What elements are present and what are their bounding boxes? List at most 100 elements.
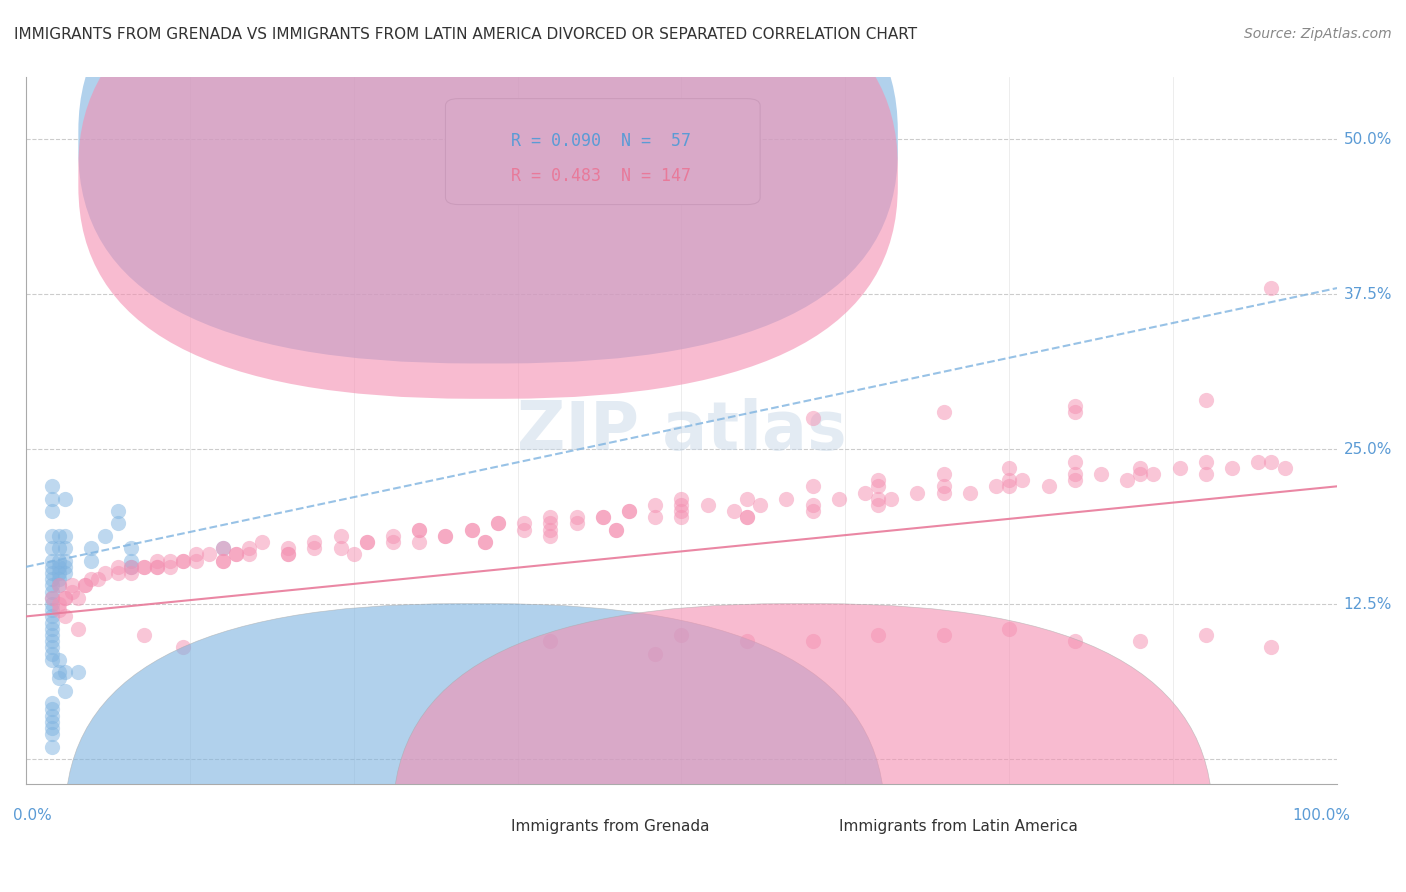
Point — [605, 523, 627, 537]
Point — [53, 541, 76, 556]
Point — [41, 634, 63, 648]
Point — [211, 554, 233, 568]
Point — [80, 572, 103, 586]
Point — [1011, 473, 1033, 487]
Point — [41, 647, 63, 661]
Point — [41, 609, 63, 624]
Point — [356, 535, 378, 549]
Point — [998, 479, 1021, 493]
Point — [998, 460, 1021, 475]
Point — [801, 634, 824, 648]
Point — [907, 485, 929, 500]
Point — [382, 535, 405, 549]
Point — [120, 559, 142, 574]
Point — [48, 653, 70, 667]
Point — [41, 554, 63, 568]
Point — [1063, 399, 1085, 413]
Point — [53, 529, 76, 543]
Point — [225, 548, 247, 562]
Point — [1260, 640, 1282, 655]
Point — [932, 485, 955, 500]
Text: 50.0%: 50.0% — [1344, 132, 1392, 147]
Point — [932, 479, 955, 493]
Text: R = 0.090  N =  57: R = 0.090 N = 57 — [510, 132, 690, 150]
Point — [277, 548, 299, 562]
Point — [434, 529, 457, 543]
Point — [159, 554, 181, 568]
Point — [41, 721, 63, 735]
Point — [617, 504, 640, 518]
FancyBboxPatch shape — [65, 604, 884, 892]
Point — [735, 510, 758, 524]
Point — [538, 516, 561, 531]
Point — [41, 504, 63, 518]
Point — [53, 609, 76, 624]
Text: IMMIGRANTS FROM GRENADA VS IMMIGRANTS FROM LATIN AMERICA DIVORCED OR SEPARATED C: IMMIGRANTS FROM GRENADA VS IMMIGRANTS FR… — [14, 27, 917, 42]
Point — [617, 504, 640, 518]
Point — [735, 510, 758, 524]
Point — [1129, 634, 1152, 648]
Point — [41, 640, 63, 655]
Point — [80, 554, 103, 568]
Point — [408, 523, 430, 537]
Point — [565, 510, 588, 524]
Point — [41, 739, 63, 754]
Point — [41, 479, 63, 493]
Point — [1247, 454, 1270, 468]
Point — [48, 603, 70, 617]
Point — [120, 541, 142, 556]
Point — [986, 479, 1008, 493]
Point — [486, 516, 509, 531]
Point — [880, 491, 903, 506]
Point — [343, 548, 366, 562]
Point — [107, 504, 129, 518]
Point — [107, 516, 129, 531]
Point — [238, 541, 260, 556]
Point — [329, 541, 352, 556]
Point — [48, 566, 70, 580]
Point — [53, 591, 76, 605]
Point — [107, 559, 129, 574]
Point — [172, 640, 194, 655]
Point — [41, 702, 63, 716]
Point — [932, 628, 955, 642]
Point — [41, 572, 63, 586]
Point — [801, 498, 824, 512]
Point — [53, 591, 76, 605]
Point — [723, 504, 745, 518]
Text: Source: ZipAtlas.com: Source: ZipAtlas.com — [1244, 27, 1392, 41]
Point — [277, 548, 299, 562]
Point — [67, 591, 90, 605]
Point — [48, 578, 70, 592]
Point — [41, 603, 63, 617]
Point — [1063, 634, 1085, 648]
Point — [605, 523, 627, 537]
Point — [41, 491, 63, 506]
Point — [53, 491, 76, 506]
Point — [120, 559, 142, 574]
Point — [868, 498, 890, 512]
Point — [671, 628, 693, 642]
Point — [87, 572, 110, 586]
Point — [644, 510, 666, 524]
Point — [474, 535, 496, 549]
Point — [1195, 454, 1218, 468]
Point — [1129, 467, 1152, 481]
Point — [671, 510, 693, 524]
Point — [513, 523, 536, 537]
Point — [41, 559, 63, 574]
Point — [93, 566, 115, 580]
Point — [932, 405, 955, 419]
Point — [53, 566, 76, 580]
Point — [998, 622, 1021, 636]
Point — [41, 541, 63, 556]
Point — [304, 535, 326, 549]
Point — [1063, 467, 1085, 481]
Point — [53, 554, 76, 568]
Point — [48, 578, 70, 592]
Point — [868, 491, 890, 506]
Point — [304, 541, 326, 556]
Point — [460, 523, 482, 537]
Point — [644, 498, 666, 512]
Text: Immigrants from Grenada: Immigrants from Grenada — [510, 819, 710, 833]
